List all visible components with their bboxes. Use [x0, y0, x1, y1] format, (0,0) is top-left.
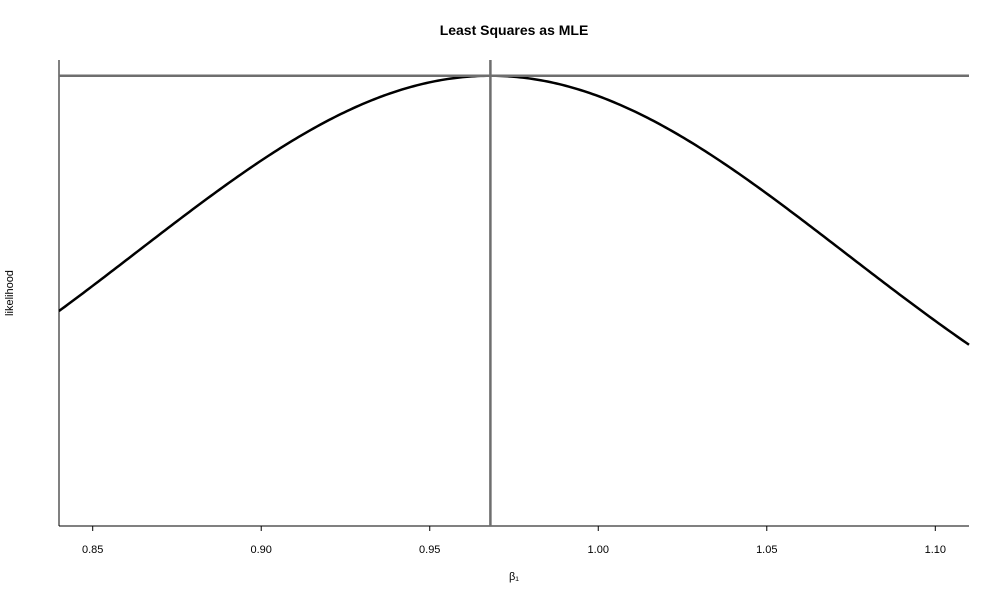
x-tick-label: 0.95	[419, 544, 440, 556]
likelihood-curve	[58, 74, 970, 346]
x-tick-label: 1.10	[925, 544, 946, 556]
plot-area: 0.85 0.90 0.95 1.00 1.05 1.10	[58, 60, 970, 556]
x-axis-label: β₁	[509, 571, 519, 583]
y-axis-label: likelihood	[4, 270, 16, 316]
x-tick-label: 0.85	[82, 544, 103, 556]
chart-title: Least Squares as MLE	[440, 22, 589, 38]
x-tick-label: 1.05	[756, 544, 777, 556]
x-tick-label: 1.00	[588, 544, 609, 556]
x-tick-label: 0.90	[251, 544, 272, 556]
